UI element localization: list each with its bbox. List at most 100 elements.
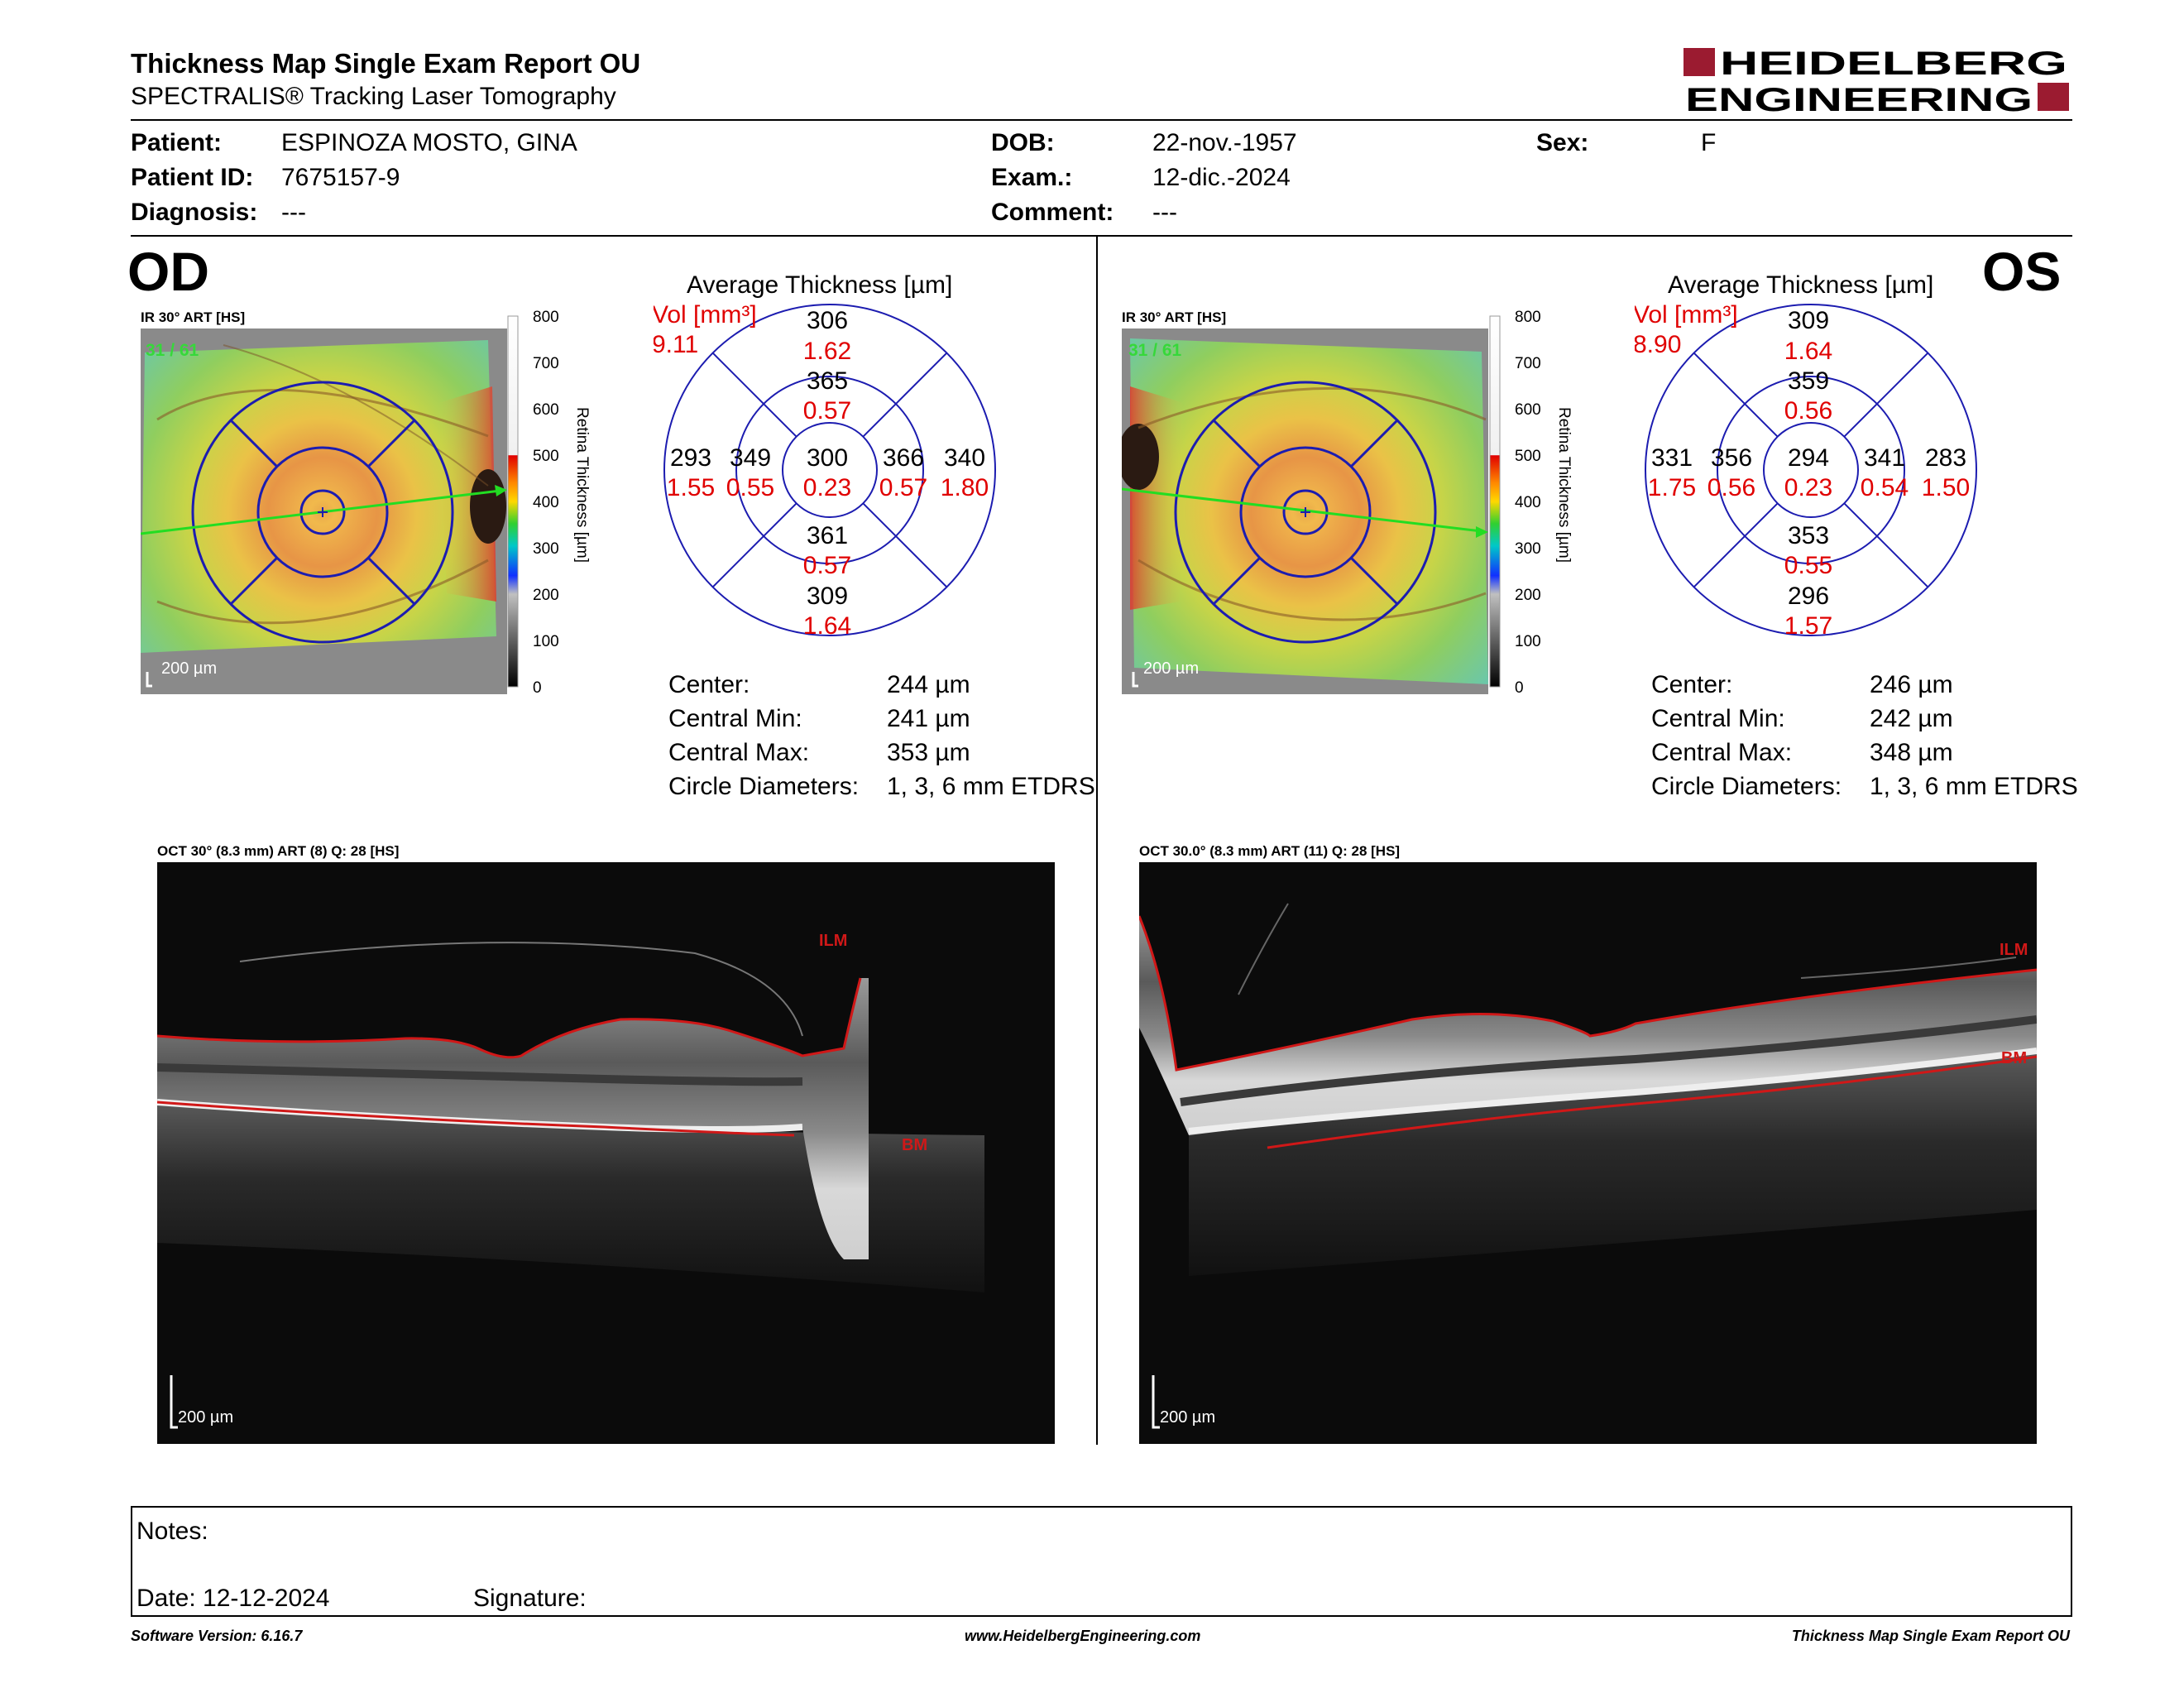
od-etdrs-grid: Vol [mm³] 9.11 306 1.62 365 0.57 300 0.2… [654,301,996,640]
os-scale-tick-800: 800 [1515,309,1541,326]
od-cmax-label: Central Max: [668,739,810,766]
os-scale-axis-label: Retina Thickness [µm] [1555,407,1573,563]
os-oct-bscan: ILM BM 200 µm [1139,862,2037,1444]
os-inner-left-thickness: 356 [1711,444,1752,472]
od-vol-label: Vol [mm³] [654,301,757,328]
report-title: Thickness Map Single Exam Report OU [131,48,641,79]
od-cmin-label: Central Min: [668,705,802,732]
od-cmin-value: 241 µm [887,705,970,732]
os-outer-inf-thickness: 296 [1788,583,1829,610]
od-thickness-map: 31 / 61 200 µm [141,328,507,694]
os-inner-right-volume: 0.54 [1861,474,1909,501]
os-vol-label: Vol [mm³] [1635,301,1738,328]
os-cmax-label: Central Max: [1651,739,1793,766]
os-scale-tick-0: 0 [1515,679,1524,697]
eye-label-od: OD [127,241,209,302]
date-label: Date: 12-12-2024 [136,1585,330,1612]
footer-software: Software Version: 6.16.7 [131,1628,303,1644]
sex-label: Sex: [1536,129,1589,156]
diagnosis-value: --- [281,199,306,226]
os-ir-caption: IR 30° ART [HS] [1122,309,1227,325]
dob-label: DOB: [991,129,1055,156]
od-inner-right-thickness: 366 [883,444,924,472]
os-color-scale: 800 700 600 500 400 300 200 100 0 Retina… [1489,309,1573,697]
notes-box[interactable]: Notes: Date: 12-12-2024 Signature: [131,1506,2072,1617]
scale-tick-0: 0 [533,679,542,697]
os-outer-sup-thickness: 309 [1788,307,1829,334]
os-scale-tick-300: 300 [1515,540,1541,558]
od-inner-sup-volume: 0.57 [803,397,851,424]
comment-label: Comment: [991,199,1114,226]
os-oct-caption: OCT 30.0° (8.3 mm) ART (11) Q: 28 [HS] [1139,843,1401,859]
os-scale-tick-700: 700 [1515,355,1541,372]
od-vol-total: 9.11 [654,331,698,358]
logo-text-2: ENGINEERING [1685,82,2033,116]
os-inner-right-thickness: 341 [1864,444,1905,472]
od-inner-inf-volume: 0.57 [803,552,851,579]
od-color-scale: 800 700 600 500 400 300 200 100 0 Retina… [507,309,591,697]
od-circ-value: 1, 3, 6 mm ETDRS [887,773,1095,800]
od-circ-label: Circle Diameters: [668,773,860,800]
od-outer-left-thickness: 293 [670,444,711,472]
os-outer-right-thickness: 283 [1925,444,1966,472]
scale-tick-600: 600 [533,401,559,419]
od-inner-left-thickness: 349 [730,444,771,472]
footer-report: Thickness Map Single Exam Report OU [1791,1628,2070,1644]
diagnosis-label: Diagnosis: [131,199,258,226]
od-center-volume: 0.23 [803,474,851,501]
os-oct-scale: 200 µm [1160,1408,1215,1427]
od-outer-right-volume: 1.80 [941,474,989,501]
logo-text-1: HEIDELBERG [1720,46,2067,82]
patient-name: ESPINOZA MOSTO, GINA [281,129,577,156]
patient-divider [131,235,2072,237]
heidelberg-logo: HEIDELBERG ENGINEERING [1684,46,2069,116]
od-oct-caption: OCT 30° (8.3 mm) ART (8) Q: 28 [HS] [157,843,400,859]
os-center-value: 246 µm [1870,671,1953,698]
os-inner-sup-thickness: 359 [1788,367,1829,395]
od-outer-inf-thickness: 309 [807,583,848,610]
os-scale-tick-400: 400 [1515,494,1541,511]
scale-tick-200: 200 [533,587,559,604]
os-inner-inf-volume: 0.55 [1784,552,1832,579]
od-oct-bscan: ILM BM 200 µm [157,862,1055,1444]
eye-label-os: OS [1982,241,2062,302]
os-circ-label: Circle Diameters: [1651,773,1842,800]
os-cmax-value: 348 µm [1870,739,1953,766]
patient-label: Patient: [131,129,223,156]
os-center-volume: 0.23 [1784,474,1832,501]
sex-value: F [1701,129,1717,156]
os-scale-tick-600: 600 [1515,401,1541,419]
scale-tick-400: 400 [533,494,559,511]
od-avg-title: Average Thickness [µm] [687,271,953,299]
os-circ-value: 1, 3, 6 mm ETDRS [1870,773,2078,800]
od-outer-right-thickness: 340 [944,444,985,472]
os-ir-scale: 200 µm [1143,659,1199,678]
od-inner-right-volume: 0.57 [879,474,927,501]
footer-url[interactable]: www.HeidelbergEngineering.com [965,1628,1201,1644]
od-oct-scale: 200 µm [178,1408,233,1427]
os-bm-label: BM [2001,1049,2027,1067]
od-center-label: Center: [668,671,750,698]
dob-value: 22-nov.-1957 [1152,129,1297,156]
od-center-value: 244 µm [887,671,970,698]
os-thickness-map: 31 / 61 200 µm [1122,328,1488,694]
os-center-thickness: 294 [1788,444,1829,472]
header-divider [131,119,2072,121]
os-inner-inf-thickness: 353 [1788,522,1829,549]
logo-square-bottom [2038,83,2069,111]
od-inner-left-volume: 0.55 [726,474,774,501]
signature-label: Signature: [473,1585,587,1612]
patient-id-label: Patient ID: [131,164,254,191]
os-scale-tick-100: 100 [1515,633,1541,650]
os-avg-title: Average Thickness [µm] [1668,271,1934,299]
os-etdrs-grid: Vol [mm³] 8.90 309 1.64 359 0.56 294 0.2… [1635,301,1977,640]
od-outer-left-volume: 1.55 [667,474,715,501]
os-outer-sup-volume: 1.64 [1784,338,1832,365]
os-center-label: Center: [1651,671,1733,698]
eye-divider [1096,237,1098,1445]
od-bm-label: BM [902,1136,927,1154]
os-scale-tick-500: 500 [1515,448,1541,465]
os-outer-left-thickness: 331 [1651,444,1693,472]
od-center-thickness: 300 [807,444,848,472]
notes-label: Notes: [136,1518,208,1545]
